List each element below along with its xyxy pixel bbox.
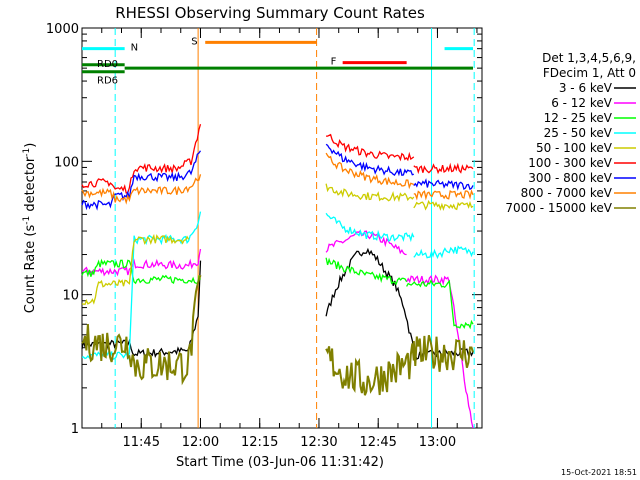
series-line bbox=[81, 274, 202, 386]
series-line bbox=[325, 343, 415, 396]
x-tick-label: 11:45 bbox=[123, 435, 160, 450]
y-tick-label: 100 bbox=[54, 155, 79, 170]
y-axis-label: Count Rate (s-1 detector-1) bbox=[22, 143, 38, 314]
series-line bbox=[325, 143, 414, 177]
legend-header-line-2: FDecim 1, Att 0 bbox=[543, 66, 636, 80]
series-3 bbox=[81, 257, 474, 330]
series-line bbox=[325, 183, 415, 203]
axis-ticks: 1 10 100 1000 11:45 12:00 12:15 12:30 12:45 13:00 bbox=[46, 22, 482, 450]
series-line bbox=[413, 178, 474, 191]
y-axis-label-main: Count Rate (s bbox=[23, 225, 38, 314]
series-8 bbox=[81, 152, 474, 205]
series-2 bbox=[81, 230, 474, 429]
series-line bbox=[325, 152, 415, 190]
legend-item-label: 800 - 7000 keV bbox=[521, 186, 613, 200]
timestamp: 15-Oct-2021 18:51 bbox=[561, 468, 637, 477]
series-line bbox=[406, 274, 474, 429]
legend-item-label: 3 - 6 keV bbox=[559, 81, 613, 95]
flags-layer: N RD0 RD6 S F bbox=[82, 28, 475, 428]
legend-item-label: 6 - 12 keV bbox=[551, 96, 613, 110]
series-layer bbox=[81, 124, 474, 429]
legend-item-label: 100 - 300 keV bbox=[528, 156, 612, 170]
legend-item-label: 300 - 800 keV bbox=[528, 171, 612, 185]
series-line bbox=[325, 230, 407, 256]
series-line bbox=[81, 233, 190, 306]
legend-item-label: 12 - 25 keV bbox=[544, 111, 613, 125]
series-line bbox=[325, 247, 415, 348]
series-6 bbox=[81, 124, 474, 194]
series-line bbox=[412, 334, 474, 372]
series-7 bbox=[81, 143, 474, 211]
series-line bbox=[326, 133, 415, 162]
flag-label: N bbox=[131, 43, 138, 54]
series-line bbox=[81, 258, 202, 285]
y-tick-label: 1 bbox=[71, 422, 79, 437]
series-line bbox=[81, 150, 202, 211]
series-line bbox=[413, 245, 474, 260]
series-line bbox=[406, 279, 474, 330]
x-tick-label: 12:45 bbox=[359, 435, 396, 450]
y-axis-label-unit: detector bbox=[23, 156, 38, 216]
series-line bbox=[325, 257, 408, 286]
flag-label: RD0 bbox=[97, 59, 118, 70]
series-line bbox=[413, 189, 474, 201]
y-axis-label-close: ) bbox=[23, 143, 38, 148]
x-tick-label: 12:30 bbox=[300, 435, 337, 450]
flag-label: RD6 bbox=[97, 76, 118, 87]
series-line bbox=[81, 174, 202, 205]
series-9 bbox=[81, 274, 474, 396]
series-line bbox=[81, 124, 202, 194]
y-axis-label-sup: -1 bbox=[22, 216, 32, 225]
series-line bbox=[81, 248, 202, 277]
chart-title: RHESSI Observing Summary Count Rates bbox=[115, 4, 425, 22]
plot-frame bbox=[81, 27, 483, 429]
series-line bbox=[325, 212, 415, 243]
series-5 bbox=[81, 183, 474, 306]
legend: Det 1,3,4,5,6,9, FDecim 1, Att 0 3 - 6 k… bbox=[505, 51, 636, 215]
series-line bbox=[413, 199, 474, 211]
plot-border bbox=[81, 27, 483, 429]
flag-label: F bbox=[331, 57, 337, 68]
legend-item-label: 7000 - 15000 keV bbox=[505, 201, 612, 215]
x-tick-label: 12:00 bbox=[182, 435, 219, 450]
series-line bbox=[413, 162, 474, 175]
legend-item-label: 50 - 100 keV bbox=[536, 141, 613, 155]
x-tick-label: 12:15 bbox=[241, 435, 278, 450]
legend-item-label: 25 - 50 keV bbox=[544, 126, 613, 140]
flag-label: S bbox=[191, 36, 197, 47]
series-4 bbox=[81, 211, 474, 361]
y-tick-label: 1000 bbox=[46, 22, 79, 37]
x-axis-label: Start Time (03-Jun-06 11:31:42) bbox=[176, 455, 384, 470]
y-axis-label-sup-2: -1 bbox=[22, 148, 32, 157]
legend-header-line-1: Det 1,3,4,5,6,9, bbox=[542, 51, 636, 65]
y-tick-label: 10 bbox=[62, 289, 79, 304]
x-tick-label: 13:00 bbox=[419, 435, 456, 450]
